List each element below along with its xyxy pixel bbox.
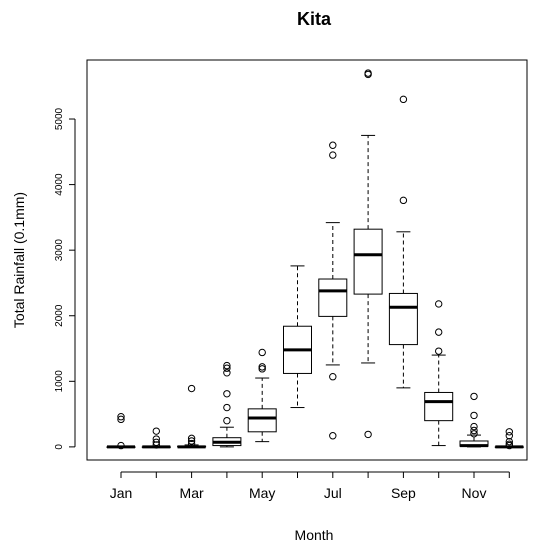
box-jan: [106, 413, 136, 450]
box-nov: [459, 392, 489, 448]
outlier-point: [470, 426, 478, 435]
outlier-point: [187, 437, 196, 445]
outlier-point: [329, 373, 337, 381]
box-dec: [494, 428, 524, 450]
outlier-point: [329, 432, 337, 440]
box-body: [388, 292, 418, 346]
outlier-point: [223, 364, 231, 372]
outlier-point: [399, 95, 408, 104]
y-tick-label: 4000: [54, 173, 65, 196]
y-tick-label: 1000: [54, 370, 65, 393]
box-may: [247, 348, 277, 443]
outlier-point: [223, 403, 231, 412]
y-axis-label: Total Rainfall (0.1mm): [11, 192, 27, 328]
x-tick-label: Nov: [462, 485, 487, 501]
outlier-point: [435, 328, 443, 336]
outlier-point: [364, 70, 372, 79]
x-tick-label: Jan: [110, 485, 133, 501]
outlier-point: [470, 392, 478, 401]
box-feb: [141, 427, 171, 449]
box-oct: [424, 300, 454, 447]
box-mar: [177, 384, 207, 449]
outlier-point: [117, 413, 125, 421]
outlier-point: [399, 196, 408, 205]
outlier-point: [435, 300, 443, 308]
y-axis: 0 1000 2000 3000 4000 5000: [54, 107, 76, 450]
outlier-point: [152, 427, 161, 435]
outlier-point: [329, 151, 337, 159]
outlier-point: [364, 430, 372, 439]
outlier-point: [505, 428, 513, 436]
outlier-point: [470, 422, 478, 431]
outlier-point: [470, 430, 478, 438]
plot-frame: [86, 59, 528, 461]
outlier-point: [258, 365, 266, 373]
outlier-point: [223, 416, 231, 425]
x-axis-label: Month: [295, 527, 334, 543]
y-tick-label: 5000: [54, 107, 65, 130]
y-tick-label: 3000: [54, 239, 65, 262]
x-tick-label: May: [249, 485, 275, 501]
box-body: [318, 278, 348, 317]
outlier-point: [505, 437, 513, 446]
outlier-point: [258, 363, 266, 371]
outlier-point: [470, 411, 478, 420]
x-tick-label: Jul: [324, 485, 342, 501]
outlier-point: [187, 439, 196, 448]
outlier-point: [329, 141, 337, 149]
outlier-point: [505, 441, 513, 450]
outlier-point: [223, 369, 231, 377]
outlier-point: [223, 390, 231, 398]
box-body: [424, 391, 454, 422]
outlier-point: [117, 441, 125, 450]
outlier-point: [152, 438, 161, 446]
box-jul: [318, 141, 348, 440]
outlier-point: [152, 441, 161, 449]
y-tick-label: 0: [54, 444, 65, 450]
x-tick-label: Sep: [391, 485, 416, 501]
outlier-point: [223, 361, 231, 370]
boxes-layer: [106, 69, 524, 450]
box-apr: [212, 361, 242, 448]
outlier-point: [187, 434, 196, 443]
outlier-point: [258, 348, 266, 357]
box-jun: [283, 265, 312, 409]
outlier-point: [187, 384, 196, 393]
box-body: [353, 228, 383, 295]
x-tick-label: Mar: [180, 485, 204, 501]
y-tick-label: 2000: [54, 304, 65, 327]
outlier-point: [117, 415, 125, 424]
box-body: [247, 408, 277, 433]
x-axis: Jan Mar May Jul Sep Nov: [110, 471, 510, 501]
outlier-point: [435, 347, 443, 355]
box-aug: [353, 69, 383, 439]
chart-title: Kita: [297, 9, 332, 29]
box-sep: [388, 95, 418, 389]
